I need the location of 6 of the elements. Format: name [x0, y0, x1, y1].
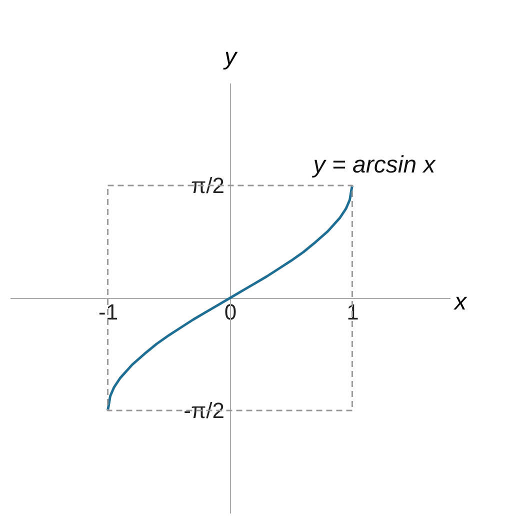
y-tick-label: π/2 [190, 172, 224, 198]
x-tick-label: -1 [98, 300, 118, 324]
x-axis-title: x [454, 288, 468, 316]
y-tick-label: -π/2 [184, 398, 224, 424]
annotation: y = arcsin x [311, 151, 436, 178]
y-axis-title: y [222, 44, 238, 70]
